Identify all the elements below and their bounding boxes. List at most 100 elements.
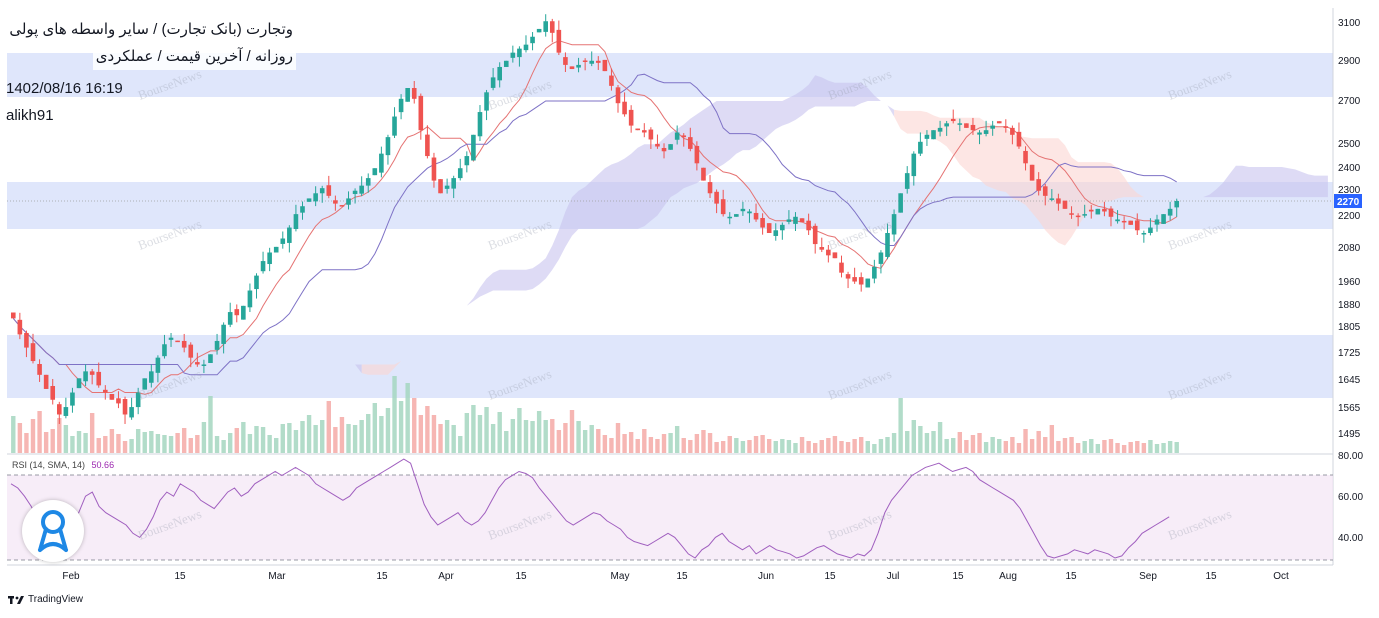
- candle-body: [1029, 164, 1035, 181]
- volume-bar: [129, 439, 134, 453]
- volume-bar: [425, 406, 430, 453]
- candle-body: [227, 312, 233, 325]
- volume-bar: [997, 439, 1002, 453]
- candle-body: [300, 206, 305, 213]
- candle-body: [556, 29, 562, 53]
- candle-body: [326, 185, 332, 196]
- candle-body: [234, 309, 240, 316]
- volume-bar: [385, 408, 391, 453]
- volume-bar: [694, 434, 700, 453]
- time-tick-label: Feb: [62, 571, 80, 582]
- volume-bar: [195, 435, 200, 453]
- volume-bar: [1003, 441, 1009, 453]
- chart-title-block: وتجارت (بانک تجارت) / سایر واسطه های پول…: [6, 16, 296, 70]
- candle-body: [267, 252, 272, 265]
- volume-bar: [287, 423, 292, 453]
- volume-bar: [201, 422, 207, 453]
- candle-body: [780, 224, 785, 231]
- volume-bar: [326, 401, 331, 453]
- conversion-line: [12, 40, 1177, 395]
- volume-bar: [149, 431, 154, 453]
- candle-body: [352, 190, 358, 195]
- volume-bar: [740, 441, 746, 453]
- candle-body: [681, 135, 687, 138]
- volume-bar: [1069, 437, 1074, 453]
- volume-bar: [155, 434, 161, 453]
- volume-bar: [852, 439, 857, 453]
- candle-body: [431, 157, 437, 181]
- candle-body: [543, 21, 549, 32]
- candle-body: [70, 392, 75, 406]
- volume-bar: [872, 444, 877, 453]
- volume-bar: [504, 431, 509, 453]
- candle-body: [734, 214, 739, 217]
- candle-body: [819, 247, 825, 250]
- zone-band-2: [7, 335, 1333, 398]
- candle-body: [379, 153, 384, 173]
- volume-bar: [379, 416, 384, 453]
- candle-body: [30, 343, 36, 362]
- volume-bar: [865, 441, 870, 453]
- volume-bar: [366, 414, 371, 453]
- volume-bar: [924, 433, 930, 453]
- candle-body: [931, 130, 936, 140]
- candle-body: [983, 130, 989, 134]
- candle-body: [385, 137, 391, 156]
- candle-body: [786, 219, 792, 222]
- candle-body: [668, 144, 673, 150]
- volume-bar: [780, 439, 785, 453]
- candle-body: [181, 340, 187, 348]
- volume-bar: [668, 433, 673, 453]
- volume-bar: [747, 440, 752, 453]
- volume-bar: [221, 440, 226, 453]
- time-tick-label: Sep: [1139, 571, 1157, 582]
- candle-body: [858, 277, 864, 285]
- volume-bar: [609, 438, 614, 453]
- volume-bar: [878, 439, 884, 453]
- volume-bar: [464, 413, 470, 453]
- volume-bar: [937, 422, 943, 453]
- tradingview-footer[interactable]: TradingView: [8, 594, 83, 605]
- candle-body: [477, 112, 483, 137]
- candle-body: [595, 60, 601, 63]
- volume-bar: [951, 438, 956, 453]
- candle-body: [1161, 214, 1166, 224]
- volume-bar: [70, 436, 75, 453]
- volume-bar: [661, 434, 667, 453]
- candle-body: [56, 404, 62, 415]
- volume-bar: [642, 429, 647, 453]
- volume-bar: [891, 433, 897, 453]
- volume-bar: [1141, 443, 1147, 453]
- candle-body: [214, 340, 220, 350]
- rsi-tick-label: 40.00: [1338, 533, 1363, 544]
- time-tick-label: Jun: [758, 571, 774, 582]
- candle-body: [149, 371, 154, 383]
- volume-bar: [300, 421, 305, 453]
- volume-bar: [510, 419, 516, 453]
- candle-body: [563, 57, 568, 65]
- volume-bar: [1148, 440, 1153, 453]
- volume-bar: [484, 407, 489, 453]
- candle-body: [372, 168, 378, 176]
- price-tick-label: 1960: [1338, 277, 1361, 288]
- volume-bar: [931, 431, 936, 453]
- candle-body: [287, 227, 292, 243]
- candle-body: [904, 173, 910, 189]
- time-tick-label: May: [611, 571, 630, 582]
- volume-bar: [1075, 443, 1081, 453]
- volume-bar: [346, 424, 351, 453]
- volume-bar: [569, 410, 575, 453]
- candle-body: [865, 278, 871, 288]
- volume-bar: [970, 435, 976, 453]
- volume-bar: [589, 425, 594, 453]
- candle-body: [365, 178, 371, 186]
- price-tick-label: 3100: [1338, 18, 1361, 29]
- candle-body: [1108, 208, 1114, 217]
- volume-bar: [293, 430, 299, 453]
- time-tick-label: Aug: [999, 571, 1017, 582]
- candle-body: [990, 125, 995, 129]
- candle-body: [444, 185, 450, 189]
- candle-body: [464, 156, 470, 166]
- candle-body: [142, 378, 148, 390]
